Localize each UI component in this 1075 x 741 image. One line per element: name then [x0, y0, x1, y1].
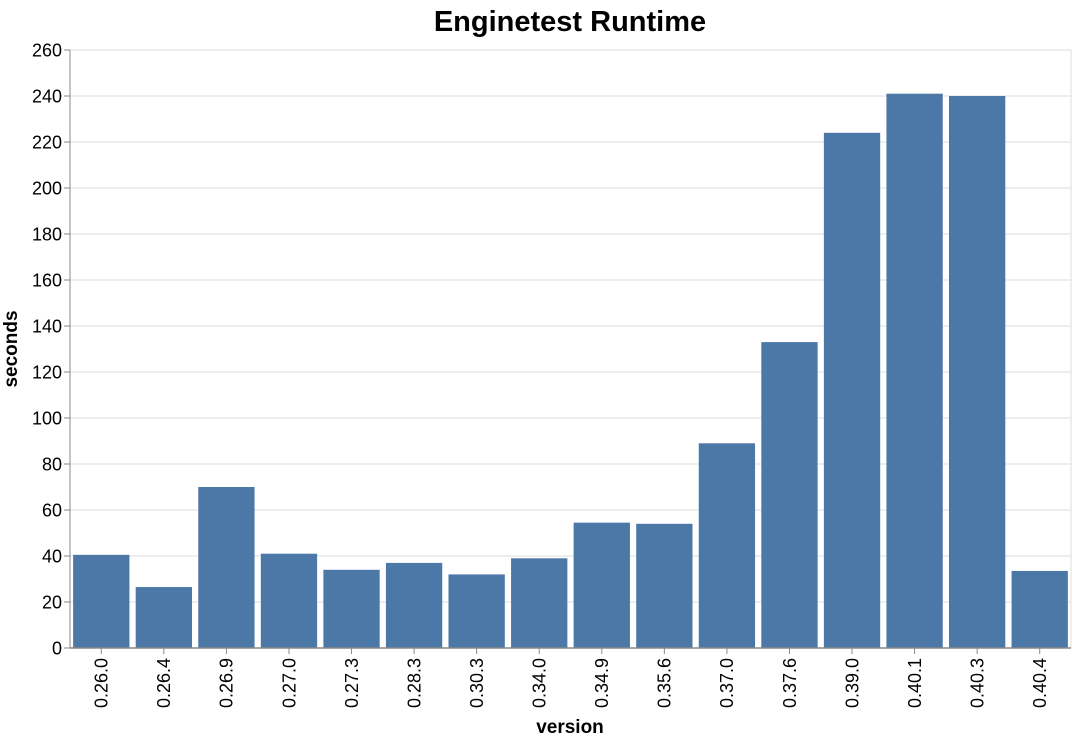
y-tick-label: 180 [32, 224, 62, 244]
bar [573, 522, 630, 648]
y-tick-label: 60 [42, 500, 62, 520]
x-tick-label: 0.26.0 [92, 658, 112, 708]
x-tick-label: 0.37.0 [717, 658, 737, 708]
x-tick-label: 0.34.9 [592, 658, 612, 708]
x-axis-title: version [536, 717, 604, 738]
y-tick-label: 40 [42, 546, 62, 566]
y-tick-label: 0 [52, 638, 62, 658]
bar [135, 587, 192, 648]
bar [949, 96, 1006, 648]
bar [698, 443, 756, 648]
bar [636, 523, 693, 648]
x-tick-label: 0.37.6 [780, 658, 800, 708]
x-tick-label: 0.27.0 [279, 658, 299, 708]
x-tick-label: 0.26.4 [154, 658, 174, 708]
bar [1011, 570, 1068, 648]
y-tick-label: 100 [32, 408, 62, 428]
bar [260, 553, 318, 648]
y-tick-label: 220 [32, 132, 62, 152]
x-tick-label: 0.27.3 [342, 658, 362, 708]
y-tick-label: 80 [42, 454, 62, 474]
x-tick-label: 0.40.4 [1030, 658, 1050, 708]
bar [511, 558, 568, 648]
bars [73, 93, 1068, 649]
y-tick-label: 260 [32, 40, 62, 60]
y-tick-label: 140 [32, 316, 62, 336]
gridlines [70, 49, 1072, 648]
x-tick-label: 0.26.9 [217, 658, 237, 708]
y-tick-label: 200 [32, 178, 62, 198]
x-tick-label: 0.39.0 [842, 658, 862, 708]
y-tick-label: 160 [32, 270, 62, 290]
y-axis-title: seconds [1, 310, 22, 387]
x-tick-label: 0.28.3 [404, 658, 424, 708]
y-tick-labels: 0 20 40 60 80 100 120 140 160 180 200 220 240 260 [32, 40, 62, 658]
bar [385, 562, 443, 648]
bar [198, 487, 255, 648]
bar [823, 132, 881, 649]
x-tick-label: 0.40.1 [905, 658, 925, 708]
y-tick-label: 120 [32, 362, 62, 382]
bar [886, 93, 943, 648]
x-tick-labels: 0.26.0 0.26.4 0.26.9 0.27.0 0.27.3 0.28.3 0.30… [92, 658, 1050, 708]
x-tick-label: 0.30.3 [467, 658, 487, 708]
x-tick-label: 0.35.6 [655, 658, 675, 708]
axes [64, 49, 1071, 654]
x-tick-label: 0.34.0 [530, 658, 550, 708]
chart-title: Enginetest Runtime [434, 6, 706, 38]
bar [761, 342, 818, 648]
x-tick-label: 0.40.3 [967, 658, 987, 708]
bar [448, 574, 505, 648]
bar [73, 554, 130, 648]
bar [323, 569, 380, 648]
y-tick-label: 20 [42, 592, 62, 612]
y-tick-label: 240 [32, 86, 62, 106]
